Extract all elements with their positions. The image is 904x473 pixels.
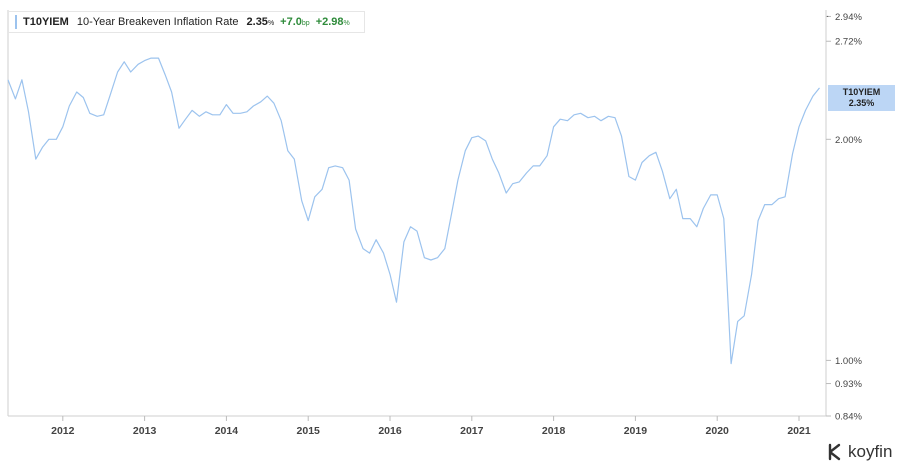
legend-value-unit: % xyxy=(267,20,275,27)
legend-change-pct-unit: % xyxy=(343,20,350,27)
x-tick-label: 2015 xyxy=(297,425,321,437)
x-tick-label: 2012 xyxy=(51,425,75,437)
series-layer xyxy=(7,57,820,365)
x-tick-label: 2020 xyxy=(706,425,730,437)
x-tick-label: 2017 xyxy=(460,425,484,437)
legend-change-bp: +7.0bp xyxy=(280,16,310,28)
legend-value: 2.35% xyxy=(247,16,275,28)
legend-change-pct-number: +2.98 xyxy=(315,16,344,28)
koyfin-logo[interactable]: koyfin xyxy=(826,442,892,462)
series-color-swatch xyxy=(15,15,17,29)
legend-series-name: 10-Year Breakeven Inflation Rate xyxy=(76,16,239,28)
y-tick-label: 1.00% xyxy=(835,356,862,367)
y-tick-label: 0.93% xyxy=(835,379,862,390)
legend-value-number: 2.35 xyxy=(246,16,268,28)
x-tick-label: 2016 xyxy=(378,425,402,437)
last-value-tag-value: 2.35% xyxy=(848,98,875,108)
legend-change-bp-number: +7.0 xyxy=(280,16,302,28)
y-tick-label: 2.72% xyxy=(835,37,862,48)
series-line-T10YIEM xyxy=(7,57,820,365)
x-tick-label: 2019 xyxy=(624,425,648,437)
legend-change-pct: +2.98% xyxy=(316,16,350,28)
x-tick-label: 2013 xyxy=(133,425,157,437)
last-value-tag-ticker: T10YIEM xyxy=(842,87,881,97)
x-tick-label: 2014 xyxy=(215,425,239,437)
y-tick-label: 2.00% xyxy=(835,135,862,146)
x-tick-label: 2021 xyxy=(787,425,811,437)
koyfin-logo-icon xyxy=(828,443,841,461)
koyfin-logo-text: koyfin xyxy=(848,442,893,461)
y-tick-label: 0.84% xyxy=(835,412,862,423)
x-axis: 2012 2013 2014 2015 2016 2017 2018 2019 2020 2021 xyxy=(51,416,811,437)
x-tick-label: 2018 xyxy=(542,425,566,437)
menu-dot[interactable]: · xyxy=(826,11,829,22)
chart-legend[interactable]: T10YIEM 10-Year Breakeven Inflation Rate… xyxy=(8,11,365,33)
y-tick-label: 2.94% xyxy=(835,12,862,23)
y-axis: 0.84% 0.93% 1.00% 2.00% 2.72% 2.94% xyxy=(826,12,862,423)
legend-change-bp-unit: bp xyxy=(301,20,310,27)
legend-ticker: T10YIEM xyxy=(23,16,69,28)
last-value-tag: T10YIEM 2.35% xyxy=(828,85,895,111)
